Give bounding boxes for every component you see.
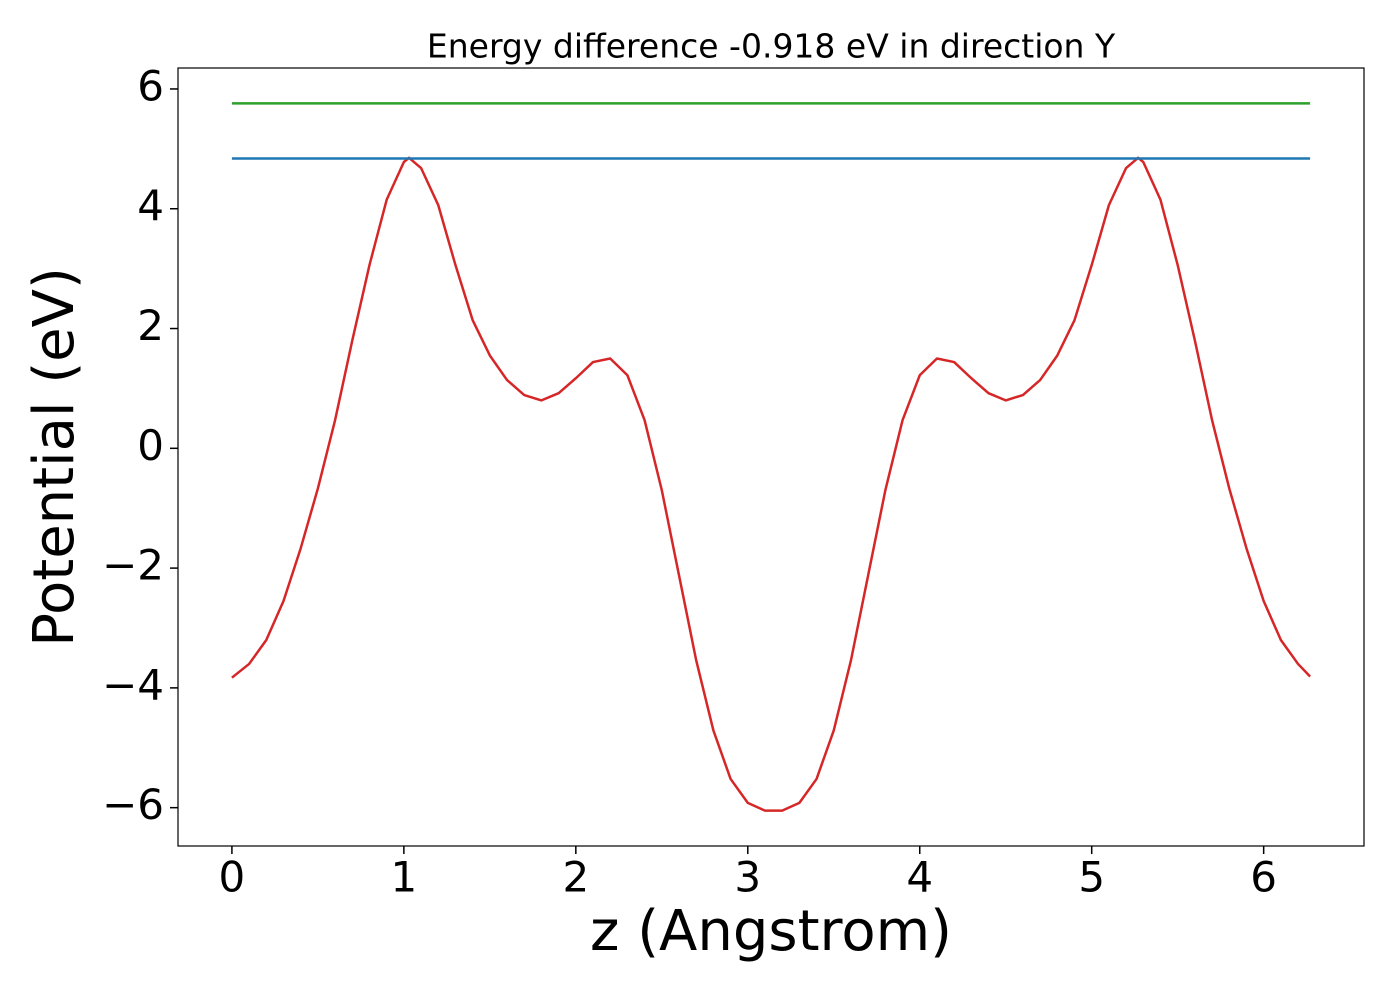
y-tick-label: −4 xyxy=(102,660,164,709)
x-tick-label: 5 xyxy=(1078,853,1105,902)
x-tick-label: 4 xyxy=(906,853,933,902)
x-tick-label: 0 xyxy=(219,853,246,902)
y-tick-label: 4 xyxy=(137,181,164,230)
plot-frame xyxy=(177,67,1365,847)
x-tick-label: 1 xyxy=(391,853,418,902)
y-tick-label: 0 xyxy=(137,421,164,470)
x-tick-label: 3 xyxy=(734,853,761,902)
y-tick-label: −6 xyxy=(102,780,164,829)
y-tick-label: 6 xyxy=(137,61,164,110)
y-tick-label: −2 xyxy=(102,541,164,590)
x-axis-label: z (Angstrom) xyxy=(590,899,952,964)
chart-title: Energy difference -0.918 eV in direction… xyxy=(427,27,1116,66)
y-tick-label: 2 xyxy=(137,301,164,350)
x-tick-label: 2 xyxy=(562,853,589,902)
x-tick-label: 6 xyxy=(1250,853,1277,902)
y-axis-label: Potential (eV) xyxy=(22,267,87,647)
